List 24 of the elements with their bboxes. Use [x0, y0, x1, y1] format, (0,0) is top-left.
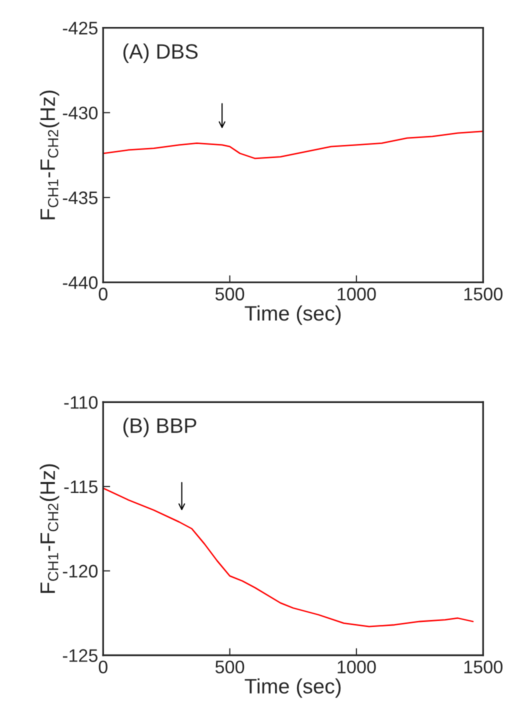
x-tick-label: 500	[215, 288, 244, 300]
annotation: (A) DBS	[123, 44, 198, 63]
y-tick-label: -430	[62, 106, 98, 120]
y-tick-label: -440	[62, 276, 98, 290]
y-tick-label: -120	[62, 564, 98, 578]
y-tick-label: -425	[62, 22, 98, 35]
y-axis-title: F$_{CH1}$-F$_{CH2}$(Hz)	[40, 90, 60, 220]
x-tick-label: 0	[98, 660, 108, 674]
y-axis-title: F$_{CH1}$-F$_{CH2}$(Hz)	[40, 464, 60, 593]
y-tick-label: -125	[62, 649, 98, 662]
x-tick-label: 1000	[338, 288, 376, 300]
x-tick-label: 0	[98, 288, 108, 300]
x-tick-label: 1500	[464, 660, 502, 674]
y-tick-label: -435	[62, 191, 98, 204]
line-series	[103, 130, 484, 160]
x-axis-title: Time (sec)	[244, 678, 341, 698]
y-tick-label: -115	[64, 480, 98, 494]
x-tick-label: 1500	[464, 288, 502, 300]
x-tick-label: 1000	[338, 660, 376, 674]
x-axis-title: Time (sec)	[244, 305, 341, 325]
line-series	[103, 487, 474, 628]
annotation: (B) BBP	[123, 418, 196, 438]
y-tick-label: -110	[64, 396, 98, 409]
x-tick-label: 500	[215, 660, 244, 674]
